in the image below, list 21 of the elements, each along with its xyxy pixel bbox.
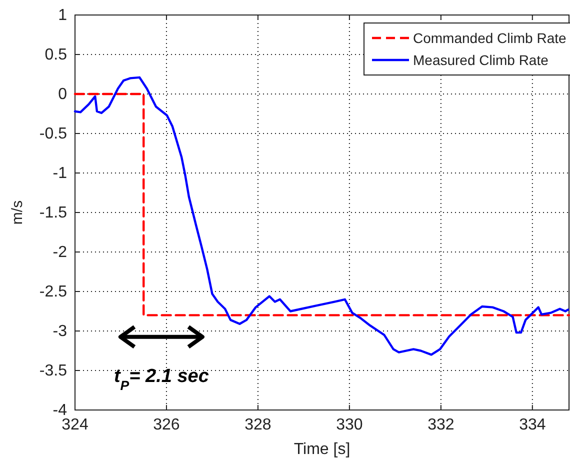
x-tick-label: 330 (336, 416, 363, 434)
y-tick-label: -1 (52, 165, 68, 182)
y-tick-label: -1.5 (39, 204, 68, 222)
x-axis-title: Time [s] (294, 441, 350, 458)
legend-label: Commanded Climb Rate (413, 30, 566, 46)
y-axis-title: m/s (9, 200, 26, 225)
y-tick-label: -0.5 (39, 126, 68, 143)
y-tick-label: 0 (58, 86, 68, 104)
x-tick-label: 332 (428, 416, 454, 434)
x-tick-label: 334 (519, 416, 546, 434)
y-tick-label: 1 (58, 7, 68, 24)
line-series (74, 76, 570, 356)
x-tick-label: 328 (244, 416, 272, 434)
y-tick-label: -2.5 (39, 284, 68, 301)
x-tick-label: 326 (153, 416, 180, 434)
y-tick-label: -3 (52, 323, 68, 340)
y-tick-label: -3.5 (39, 362, 68, 380)
legend-label: Measured Climb Rate (413, 52, 549, 68)
annotation: t$_{P}$= 2.1 sec (114, 366, 210, 392)
y-tick-label: 0.5 (44, 46, 68, 64)
y-tick-label: -2 (52, 244, 68, 262)
